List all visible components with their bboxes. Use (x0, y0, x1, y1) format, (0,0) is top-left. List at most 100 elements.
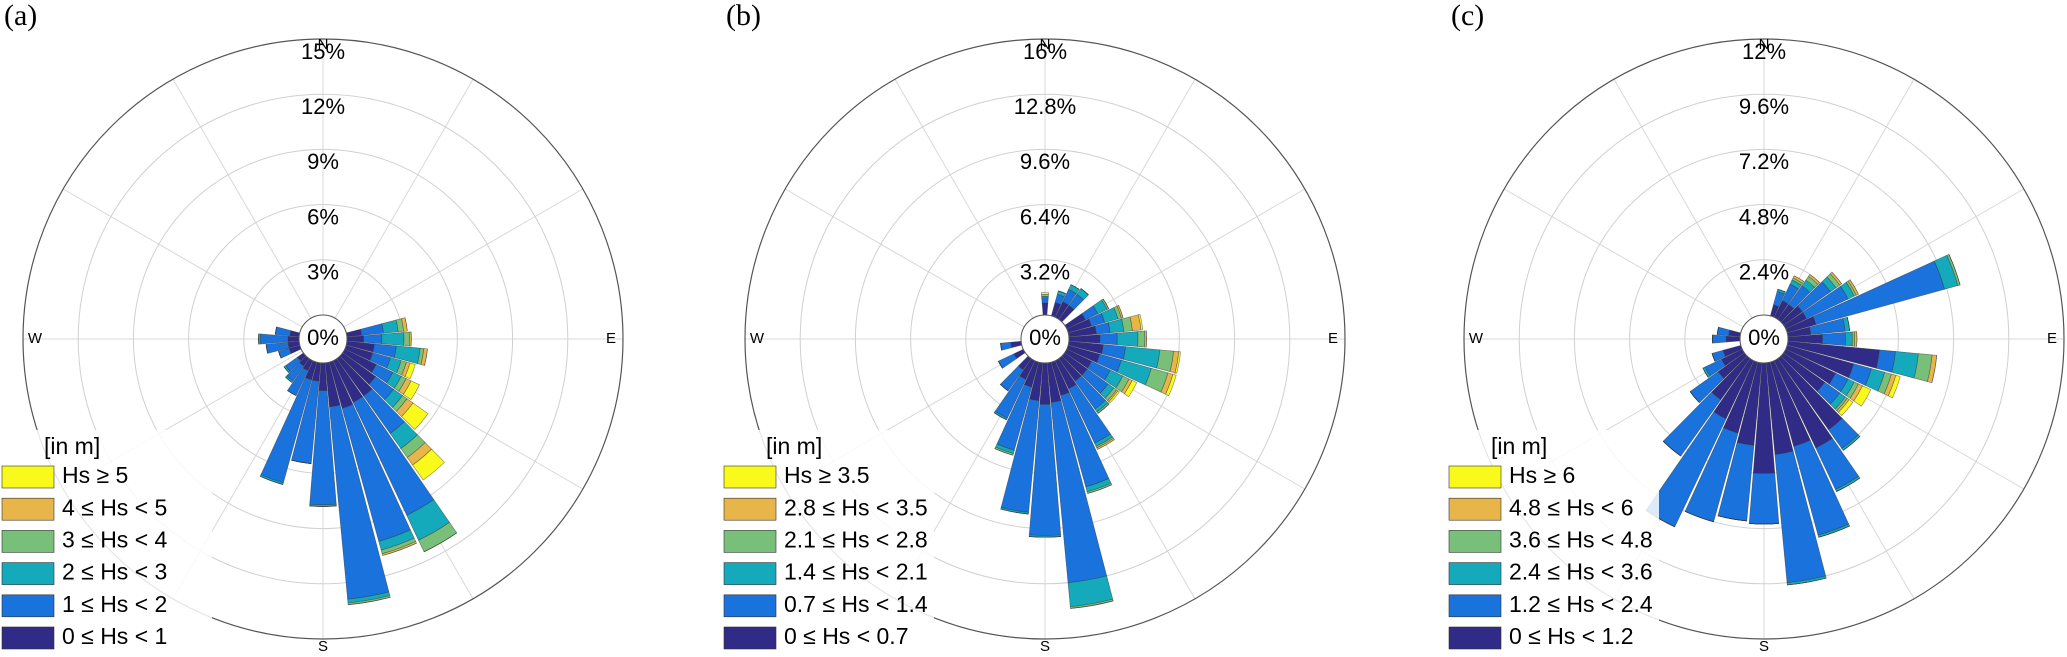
legend-swatch (1448, 594, 1502, 618)
rose-segment (274, 326, 277, 335)
rose-segment (348, 596, 391, 605)
legend-swatch (1, 497, 55, 521)
legend: [in m] Hs ≥ 6 4.8 ≤ Hs < 6 3.6 ≤ Hs < 4.8 2.… (1448, 430, 1659, 655)
compass-label: E (606, 330, 616, 347)
rose-segment (1000, 343, 1003, 351)
rose-segment (403, 331, 410, 347)
legend-swatch (1448, 530, 1502, 553)
legend-swatch (1, 626, 55, 650)
rose-segment (1041, 302, 1049, 316)
legend-swatch (1, 465, 55, 489)
legend-label: 2.1 ≤ Hs < 2.8 (784, 526, 928, 552)
panel-label: (b) (726, 0, 761, 32)
legend-label: Hs ≥ 3.5 (784, 462, 870, 488)
rose-segment (1717, 515, 1747, 522)
legend-label: 0.7 ≤ Hs < 1.4 (784, 591, 928, 617)
legend-label: 2 ≤ Hs < 3 (62, 559, 167, 585)
rose-segment (1748, 472, 1780, 525)
rose-segment (1041, 297, 1049, 304)
ring-label: 0% (1748, 325, 1780, 350)
legend-swatch (1448, 497, 1502, 521)
rose-segment (1847, 317, 1851, 331)
rose-segment (285, 376, 293, 383)
ring-label: 12% (1742, 39, 1786, 64)
rose-panel: 0% 3% 6% 9% 12% 15%N E S W (a) [in m] Hs ≥ 5 4 ≤ Hs … (1, 0, 624, 655)
spoke (1613, 78, 1753, 319)
ring (1573, 148, 1955, 530)
legend-swatch (723, 497, 777, 521)
rose-segment (287, 335, 300, 343)
spoke (784, 188, 1025, 328)
legend-label: 0 ≤ Hs < 1 (62, 623, 167, 649)
rose-segment (1123, 379, 1138, 398)
legend-label: Hs ≥ 5 (62, 462, 128, 488)
ring-label: 3.2% (1020, 260, 1070, 285)
legend-swatch (723, 626, 777, 650)
ring (77, 93, 569, 585)
rose-segment (993, 412, 1007, 421)
legend-label: 2.8 ≤ Hs < 3.5 (784, 494, 928, 520)
spoke (343, 188, 584, 328)
rose-segment (1777, 288, 1786, 293)
compass-label: W (750, 330, 765, 347)
legend-swatch (1, 594, 55, 618)
rose-segment (1000, 341, 1013, 351)
compass-label: W (28, 330, 43, 347)
legend-swatch (1, 562, 55, 585)
legend-title: [in m] (44, 433, 100, 459)
legend-label: 4 ≤ Hs < 5 (62, 494, 167, 520)
rose-segment (402, 380, 420, 401)
rose-segment (1099, 332, 1118, 346)
compass-label: E (2047, 330, 2057, 347)
rose-segment (363, 333, 383, 345)
rose-segment (291, 459, 312, 464)
ring-label: 9% (307, 149, 339, 174)
rose-segment (404, 362, 416, 380)
ring-label: 3% (307, 260, 339, 285)
spoke (1056, 78, 1196, 319)
rose-segment (424, 348, 428, 366)
rose-segment (278, 351, 282, 359)
ring-label: 9.6% (1020, 149, 1070, 174)
rose-panel: 0% 2.4% 4.8% 7.2% 9.6% 12%N E S W (c) [in m] Hs ≥ 6… (1448, 0, 2065, 655)
ring-label: 6% (307, 204, 339, 229)
rose-segment (1108, 390, 1120, 404)
legend-label: 2.4 ≤ Hs < 3.6 (1509, 559, 1653, 585)
rose-segment (412, 448, 445, 481)
spoke (172, 78, 312, 319)
compass-label: S (318, 638, 328, 655)
legend-label: 1.4 ≤ Hs < 2.1 (784, 559, 928, 585)
rose-segment (274, 326, 292, 337)
rose-segment (289, 330, 301, 338)
ring-label: 4.8% (1739, 204, 1789, 229)
ring (799, 93, 1291, 585)
legend-swatch (723, 465, 777, 489)
ring-label: 12.8% (1014, 94, 1076, 119)
legend-swatch (723, 594, 777, 618)
legend-label: 0 ≤ Hs < 0.7 (784, 623, 909, 649)
compass-label: S (1759, 638, 1769, 655)
ring-label: 0% (307, 325, 339, 350)
rose-segment (1000, 508, 1029, 515)
ring (22, 38, 624, 640)
rose-segment (1728, 329, 1742, 338)
center-hole (1020, 314, 1070, 364)
rose-segment (1010, 340, 1023, 349)
panel-label: (a) (4, 0, 37, 32)
rose-segment (1689, 391, 1700, 403)
legend-title: [in m] (1491, 433, 1547, 459)
rose-segment (1040, 292, 1050, 295)
legend-label: Hs ≥ 6 (1509, 462, 1575, 488)
rose-segment (1809, 274, 1820, 283)
legend-swatch (723, 530, 777, 553)
rose-segment (1891, 351, 1919, 379)
rose-segment (1058, 290, 1066, 294)
rose-segment (1102, 298, 1110, 309)
legend-label: 4.8 ≤ Hs < 6 (1509, 494, 1634, 520)
legend-label: 1.2 ≤ Hs < 2.4 (1509, 591, 1653, 617)
rose-segment (1137, 330, 1146, 348)
rose-segment (1843, 436, 1861, 451)
legend-swatch (1448, 626, 1502, 650)
center-hole (1739, 314, 1789, 364)
compass-label: E (1328, 330, 1338, 347)
